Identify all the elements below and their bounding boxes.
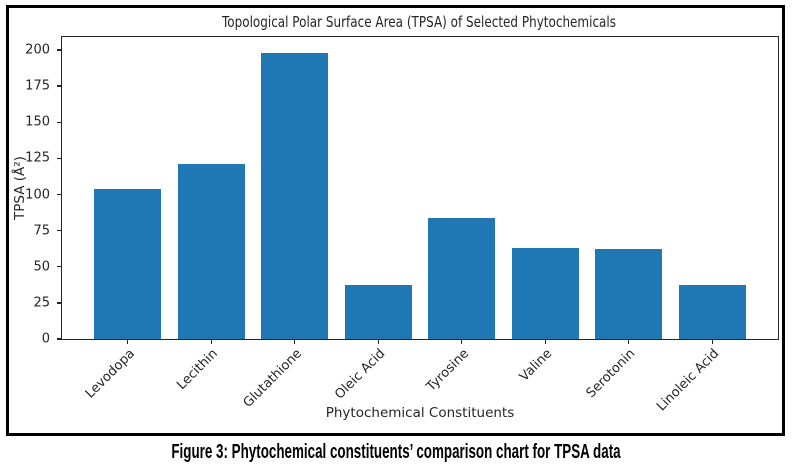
- bar-slot-serotonin: [587, 37, 671, 339]
- y-tick-mark-200: [57, 49, 62, 51]
- y-tick-mark-175: [57, 85, 62, 87]
- y-tick-label-150: 150: [25, 114, 50, 130]
- bar-slot-lecithin: [170, 37, 254, 339]
- chart-title: Topological Polar Surface Area (TPSA) of…: [221, 13, 616, 31]
- y-tick-label-0: 0: [41, 331, 50, 347]
- x-tick-mark-oleic-acid: [377, 339, 379, 344]
- x-tick-mark-levodopa: [127, 339, 129, 344]
- x-tick-mark-glutathione: [294, 339, 296, 344]
- bar-slot-levodopa: [86, 37, 170, 339]
- bar-oleic-acid: [344, 285, 412, 339]
- y-tick-label-175: 175: [25, 78, 50, 94]
- x-tick-label-valine: Valine: [516, 346, 556, 385]
- y-tick-mark-100: [57, 193, 62, 196]
- plot-area: TPSA (Å²) Phytochemical Constituents 0 25…: [12, 36, 779, 421]
- bar-slot-oleic-acid: [337, 37, 421, 339]
- y-tick-label-200: 200: [25, 42, 50, 58]
- bar-linoleic-acid: [678, 285, 746, 339]
- figure-frame: Topological Polar Surface Area (TPSA) of…: [6, 5, 785, 436]
- bar-lecithin: [177, 164, 245, 339]
- y-tick-label-125: 125: [25, 150, 50, 166]
- y-tick-label-50: 50: [33, 259, 50, 275]
- bar-slot-valine: [504, 37, 588, 339]
- x-tick-mark-lecithin: [210, 339, 212, 344]
- x-tick-label-serotonin: Serotonin: [583, 346, 639, 402]
- bar-slot-glutathione: [253, 37, 337, 339]
- bar-slot-tyrosine: [420, 37, 504, 339]
- bar-glutathione: [261, 53, 329, 339]
- bar-valine: [511, 247, 579, 339]
- x-tick-mark-linoleic-acid: [711, 339, 713, 344]
- x-tick-mark-tyrosine: [461, 339, 463, 344]
- bar-slot-linoleic-acid: [671, 37, 755, 339]
- y-tick-label-25: 25: [33, 295, 50, 311]
- x-tick-label-tyrosine: Tyrosine: [423, 346, 472, 395]
- x-tick-label-glutathione: Glutathione: [240, 346, 305, 411]
- x-tick-label-lecithin: Lecithin: [174, 346, 222, 393]
- bars-container: [62, 37, 778, 339]
- y-tick-mark-0: [57, 338, 62, 340]
- bar-levodopa: [94, 189, 162, 339]
- x-tick-label-levodopa: Levodopa: [82, 346, 138, 402]
- x-tick-mark-serotonin: [628, 339, 630, 344]
- figure-caption: Figure 3: Phytochemical constituents’ co…: [171, 441, 621, 463]
- y-tick-mark-125: [57, 157, 62, 160]
- y-tick-label-75: 75: [33, 223, 50, 239]
- x-tick-mark-valine: [544, 339, 546, 344]
- y-tick-mark-50: [57, 266, 62, 268]
- y-tick-mark-150: [57, 121, 62, 123]
- x-tick-label-linoleic-acid: Linoleic Acid: [654, 346, 723, 415]
- x-axis-label: Phytochemical Constituents: [325, 405, 515, 421]
- bar-serotonin: [595, 249, 663, 339]
- x-tick-label-oleic-acid: Oleic Acid: [331, 346, 389, 403]
- y-tick-mark-75: [57, 229, 62, 232]
- bar-tyrosine: [428, 218, 496, 339]
- y-tick-label-100: 100: [25, 187, 50, 202]
- y-tick-mark-25: [57, 302, 62, 304]
